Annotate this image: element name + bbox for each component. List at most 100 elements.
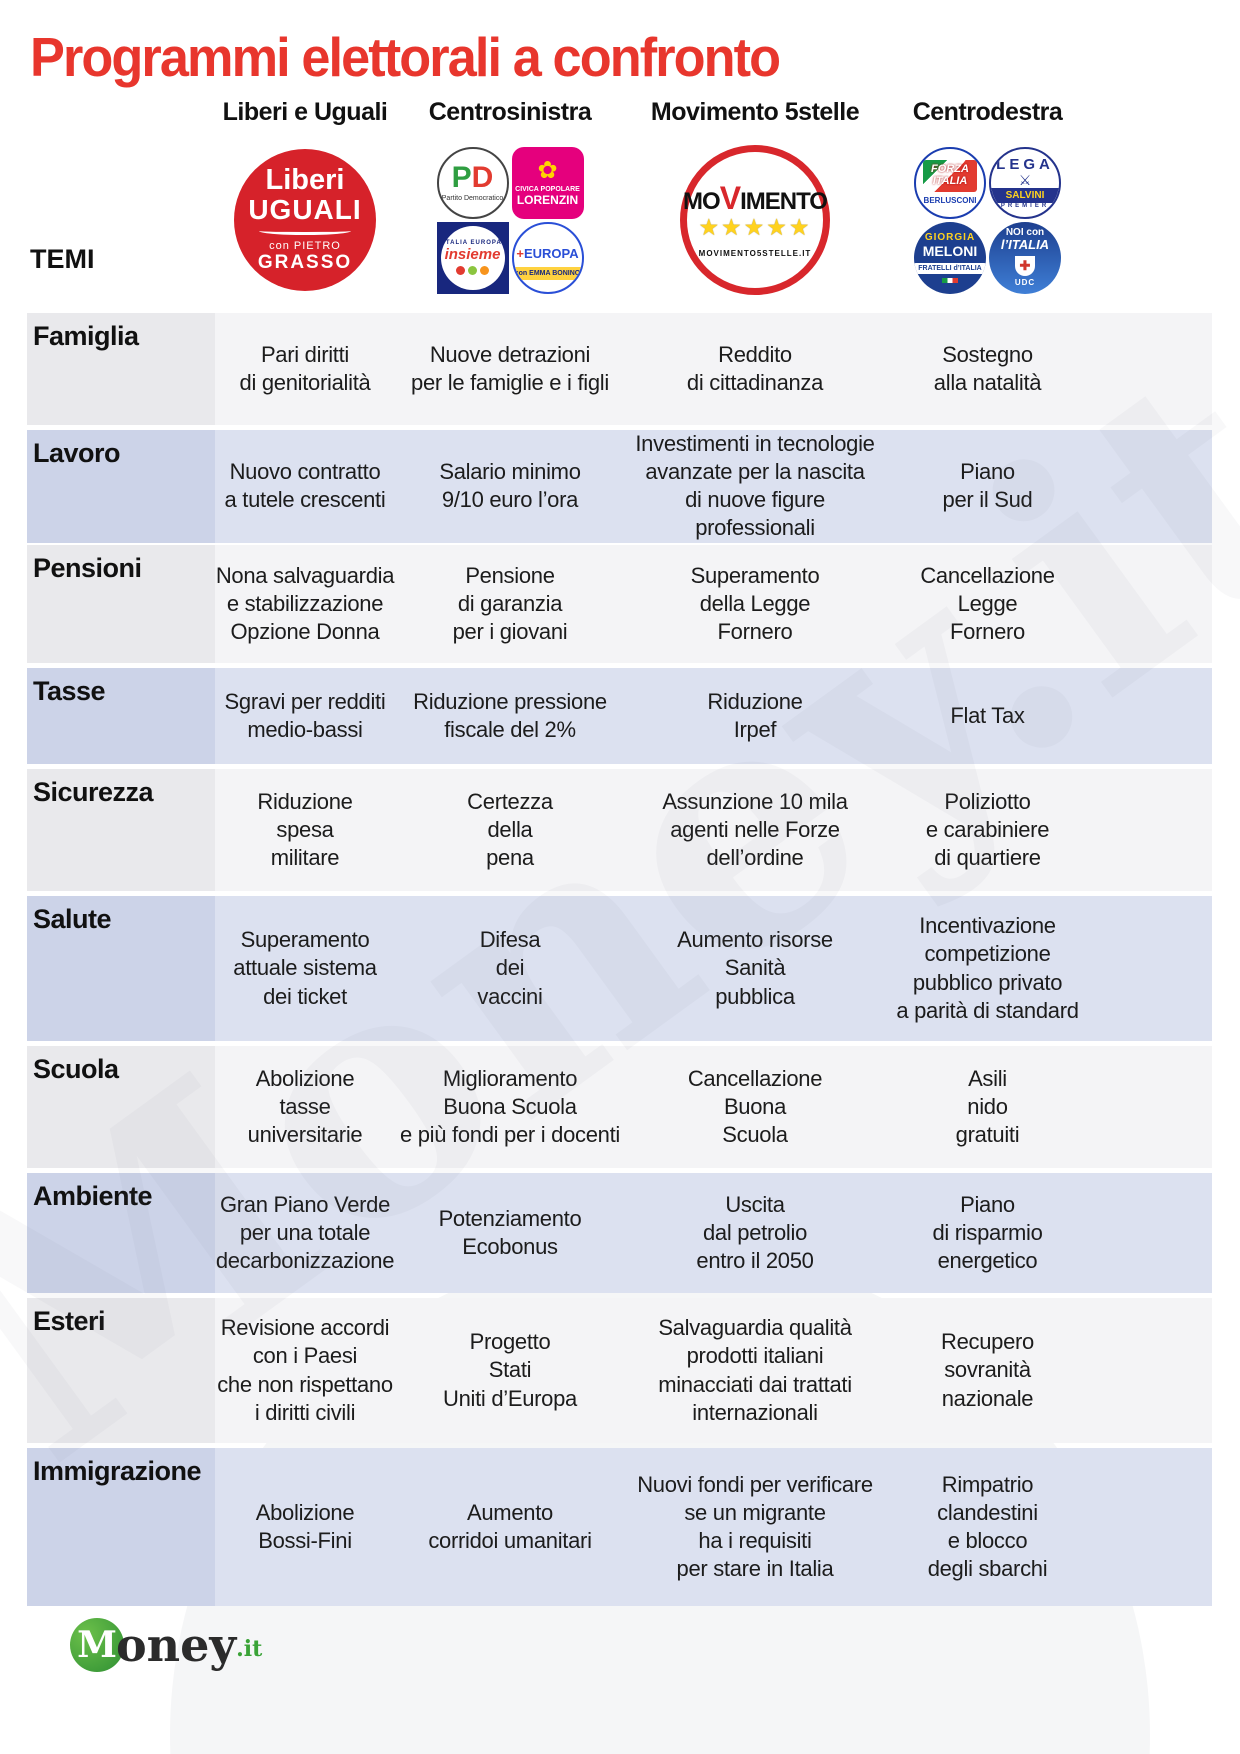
centrosinistra-logo-group: PD Partito Democratico ✿ CIVICA POPOLARE… (436, 146, 584, 294)
program-cell: Cancellazione Buona Scuola (625, 1046, 885, 1168)
row-spacer (1090, 1448, 1212, 1606)
program-cell: Assunzione 10 mila agenti nelle Forze de… (625, 769, 885, 891)
logo-movimento-5-stelle: MOVIMENTO ★★★★★ MOVIMENTO5STELLE.IT (680, 145, 830, 295)
forza-italia-text: ITALIA (932, 175, 968, 187)
logo-noi-con-l-italia: NOI con l’ITALIA ✚ UDC (989, 221, 1061, 294)
leu-logo-text: UGUALI (248, 194, 362, 226)
row-spacer (1090, 430, 1212, 543)
program-cell: Nuove detrazioni per le famiglie e i fig… (395, 313, 625, 425)
program-cell: Pari diritti di genitorialità (215, 313, 395, 425)
shield-icon: ✚ (1015, 255, 1035, 276)
program-cell: Investimenti in tecnologie avanzate per … (625, 430, 885, 543)
row-spacer (1090, 545, 1212, 663)
program-cell: Poliziotto e carabiniere di quartiere (885, 769, 1090, 891)
pd-caption: Partito Democratico (441, 195, 504, 202)
insieme-dots-decoration (456, 266, 489, 275)
forza-italia-berlusconi-text: BERLUSCONI (923, 195, 977, 205)
program-cell: Riduzione pressione fiscale del 2% (395, 668, 625, 764)
m5s-wordmark: MOVIMENTO (683, 179, 828, 216)
pd-letter-p: P (451, 161, 472, 194)
leu-logo-text: con PIETRO (269, 239, 341, 252)
m5s-red-v: V (719, 179, 741, 216)
money-it-logo: M oney .it (70, 1618, 262, 1680)
program-cell: Pensione di garanzia per i giovani (395, 545, 625, 663)
table-row-immigrazione: Immigrazione Abolizione Bossi-Fini Aumen… (27, 1448, 1212, 1606)
theme-label: Esteri (27, 1298, 215, 1443)
theme-label: Tasse (27, 668, 215, 764)
pd-letters: PD (452, 163, 494, 193)
tricolor-flame-icon (942, 278, 958, 283)
noi-italia-text: l’ITALIA (1000, 237, 1050, 253)
theme-label: Scuola (27, 1046, 215, 1168)
program-cell: Flat Tax (885, 668, 1090, 764)
program-cell: Piano di risparmio energetico (885, 1173, 1090, 1293)
party-logos-row: Liberi UGUALI con PIETRO GRASSO PD Parti… (27, 138, 1212, 302)
program-cell: Superamento attuale sistema dei ticket (215, 896, 395, 1041)
program-cell: Riduzione Irpef (625, 668, 885, 764)
lega-salvini-band: SALVINI (991, 187, 1059, 203)
program-cell: Nona salvaguardia e stabilizzazione Opzi… (215, 545, 395, 663)
program-cell: Gran Piano Verde per una totale decarbon… (215, 1173, 395, 1293)
comparison-table: Famiglia Pari diritti di genitorialità N… (27, 313, 1212, 1606)
program-cell: Riduzione spesa militare (215, 769, 395, 891)
meloni-text: MELONI (922, 243, 978, 259)
udc-text: UDC (1014, 277, 1036, 287)
program-cell: Progetto Stati Uniti d’Europa (395, 1298, 625, 1443)
program-cell: Salvaguardia qualità prodotti italiani m… (625, 1298, 885, 1443)
orange-dot-icon (480, 266, 489, 275)
program-cell: Nuovo contratto a tutele crescenti (215, 430, 395, 543)
page-title: Programmi elettorali a confronto (30, 26, 781, 88)
row-spacer (1090, 1173, 1212, 1293)
m5s-website-text: MOVIMENTO5STELLE.IT (698, 249, 812, 259)
forza-italia-text: FORZA (931, 163, 969, 176)
theme-label: Sicurezza (27, 769, 215, 891)
temi-heading: TEMI (30, 244, 95, 274)
theme-label: Pensioni (27, 545, 215, 663)
program-cell: Reddito di cittadinanza (625, 313, 885, 425)
program-cell: Nuovi fondi per verificare se un migrant… (625, 1448, 885, 1606)
theme-label: Salute (27, 896, 215, 1041)
m5s-text: MO (683, 187, 721, 215)
civica-text: LORENZIN (516, 192, 579, 207)
logo-cell-liberi-e-uguali: Liberi UGUALI con PIETRO GRASSO (215, 138, 395, 302)
m5s-text: IMENTO (740, 187, 828, 215)
europa-band-text: con EMMA BONINO (513, 266, 582, 280)
logo-piu-europa: +EUROPA con EMMA BONINO (511, 221, 584, 294)
row-spacer (1090, 896, 1212, 1041)
table-row-pensioni: Pensioni Nona salvaguardia e stabilizzaz… (27, 545, 1212, 663)
leu-logo-text: GRASSO (257, 251, 353, 273)
logo-liberi-e-uguali: Liberi UGUALI con PIETRO GRASSO (234, 149, 376, 291)
logo-pd: PD Partito Democratico (436, 146, 509, 219)
column-headers: Liberi e Uguali Centrosinistra Movimento… (27, 98, 1212, 127)
leu-logo-text: Liberi (265, 164, 345, 197)
program-cell: Asili nido gratuiti (885, 1046, 1090, 1168)
program-cell: Superamento della Legge Fornero (625, 545, 885, 663)
logo-forza-italia: FORZA ITALIA BERLUSCONI (914, 146, 986, 219)
column-header-movimento-5stelle: Movimento 5stelle (650, 98, 860, 126)
logo-fratelli-d-italia: GIORGIA MELONI FRATELLI d’ITALIA (914, 221, 986, 294)
flower-icon: ✿ (537, 156, 558, 184)
table-row-lavoro: Lavoro Nuovo contratto a tutele crescent… (27, 430, 1212, 543)
program-cell: Incentivazione competizione pubblico pri… (885, 896, 1090, 1041)
theme-label: Ambiente (27, 1173, 215, 1293)
logo-insieme: ITALIA EUROPA insieme (436, 221, 509, 294)
table-row-scuola: Scuola Abolizione tasse universitarie Mi… (27, 1046, 1212, 1168)
money-tld: .it (236, 1636, 263, 1662)
green-dot-icon (468, 266, 477, 275)
program-cell: Salario minimo 9/10 euro l’ora (395, 430, 625, 543)
logo-cell-centrosinistra: PD Partito Democratico ✿ CIVICA POPOLARE… (395, 138, 625, 302)
program-cell: Aumento risorse Sanità pubblica (625, 896, 885, 1041)
theme-label: Immigrazione (27, 1448, 215, 1606)
row-spacer (1090, 1298, 1212, 1443)
insieme-text: ITALIA EUROPA (443, 240, 502, 246)
program-cell: Sostegno alla natalità (885, 313, 1090, 425)
five-stars-icon: ★★★★★ (698, 213, 812, 240)
logo-cell-centrodestra: FORZA ITALIA BERLUSCONI LEGA ⚔ SALVINI P… (885, 138, 1090, 302)
table-row-esteri: Esteri Revisione accordi con i Paesi che… (27, 1298, 1212, 1443)
column-header-liberi-e-uguali: Liberi e Uguali (222, 98, 388, 126)
program-cell: Revisione accordi con i Paesi che non ri… (215, 1298, 395, 1443)
program-cell: Rimpatrio clandestini e blocco degli sba… (885, 1448, 1090, 1606)
logos-spacer (27, 138, 215, 302)
table-row-famiglia: Famiglia Pari diritti di genitorialità N… (27, 313, 1212, 425)
